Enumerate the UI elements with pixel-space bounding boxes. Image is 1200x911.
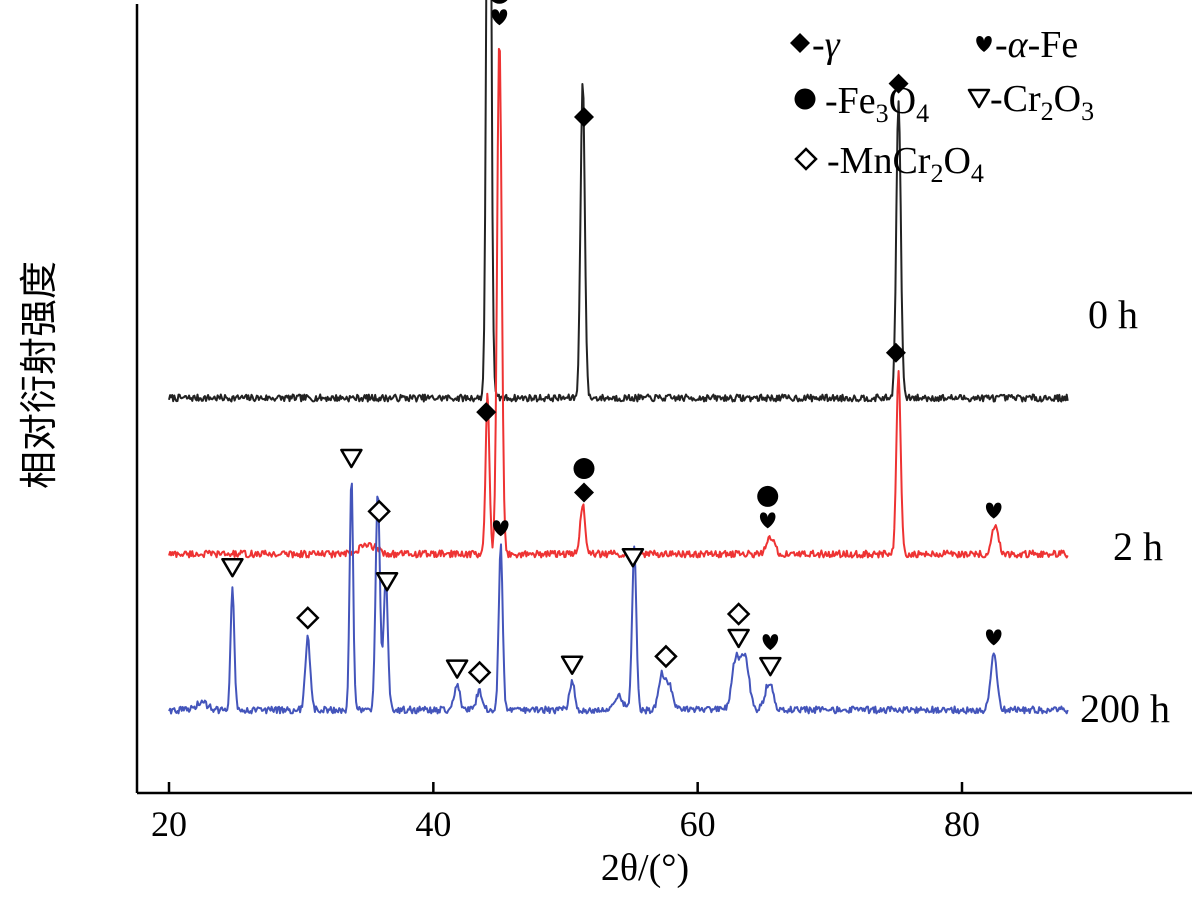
peak-marker-filled-diamond-icon — [888, 73, 909, 94]
peak-marker-open-diamond-icon — [467, 660, 492, 685]
peak-marker-heart-icon — [985, 629, 1002, 646]
legend-cr2o3-label: -Cr2O3 — [990, 78, 1094, 126]
peak-marker-open-triangle-down-icon — [340, 448, 363, 469]
peak-marker-open-triangle-down-icon — [221, 557, 244, 578]
x-ticks: 20 40 60 80 — [151, 782, 980, 844]
filled-diamond-icon — [790, 33, 810, 53]
marker-layer — [221, 0, 1002, 685]
legend-gamma-icon — [790, 33, 810, 53]
plot-frame — [135, 4, 1192, 795]
x-tick-label-40: 40 — [415, 804, 451, 844]
peak-marker-filled-circle-icon — [491, 0, 508, 4]
peak-marker-open-diamond-icon — [296, 606, 320, 630]
peak-marker-filled-diamond-icon — [574, 482, 595, 503]
series-layer — [168, 0, 1069, 715]
x-axis-label: 2θ/(°) — [601, 847, 689, 889]
series-line-0h — [168, 0, 1069, 403]
series-label-0h: 0 h — [1088, 292, 1138, 337]
legend-alpha-fe-label: -α-Fe — [995, 24, 1078, 66]
peak-marker-open-diamond-icon — [367, 499, 391, 524]
series-label-200h: 200 h — [1080, 686, 1170, 731]
peak-marker-filled-circle-icon — [573, 458, 595, 480]
legend-fe3o4-label: -Fe3O4 — [825, 80, 929, 128]
series-label-layer: 0 h 2 h 200 h — [1080, 292, 1170, 731]
legend: -γ -α-Fe -Fe3O4 -Cr2O3 -MnCr2O4 — [790, 24, 1094, 188]
peak-marker-open-triangle-down-icon — [445, 659, 469, 679]
peak-marker-open-triangle-down-icon — [759, 656, 782, 677]
legend-fe3o4-icon — [794, 88, 816, 110]
open-diamond-icon — [794, 147, 818, 171]
peak-marker-heart-icon — [759, 512, 776, 529]
peak-marker-heart-icon — [762, 634, 779, 651]
y-axis-label: 相对衍射强度 — [17, 261, 61, 489]
x-tick-label-60: 60 — [680, 804, 716, 844]
peak-marker-heart-icon — [492, 520, 509, 537]
peak-marker-open-diamond-icon — [726, 602, 751, 626]
peak-marker-open-triangle-down-icon — [621, 547, 645, 568]
peak-marker-open-triangle-down-icon — [375, 572, 399, 592]
peak-marker-open-triangle-down-icon — [560, 655, 584, 675]
legend-gamma-label: -γ — [812, 24, 841, 66]
peak-marker-open-diamond-icon — [654, 644, 678, 669]
x-tick-label-80: 80 — [944, 804, 980, 844]
peak-marker-filled-circle-icon — [757, 485, 779, 507]
legend-mncr2o4-icon — [794, 147, 818, 171]
peak-marker-heart-icon — [491, 9, 508, 26]
peak-marker-open-triangle-down-icon — [727, 628, 750, 649]
series-label-2h: 2 h — [1113, 524, 1163, 569]
peak-marker-filled-diamond-icon — [574, 106, 595, 127]
legend-alpha-fe-icon — [976, 36, 992, 52]
peak-marker-filled-diamond-icon — [476, 402, 497, 423]
filled-circle-icon — [794, 88, 816, 110]
series-line-200h — [168, 482, 1069, 715]
open-triangle-down-icon — [967, 88, 991, 109]
peak-marker-filled-diamond-icon — [885, 342, 906, 363]
series-line-2h — [168, 47, 1069, 559]
x-tick-label-20: 20 — [151, 804, 187, 844]
heart-icon — [976, 36, 992, 52]
peak-marker-heart-icon — [985, 502, 1002, 519]
legend-cr2o3-icon — [967, 88, 991, 109]
legend-mncr2o4-label: -MnCr2O4 — [827, 140, 984, 188]
